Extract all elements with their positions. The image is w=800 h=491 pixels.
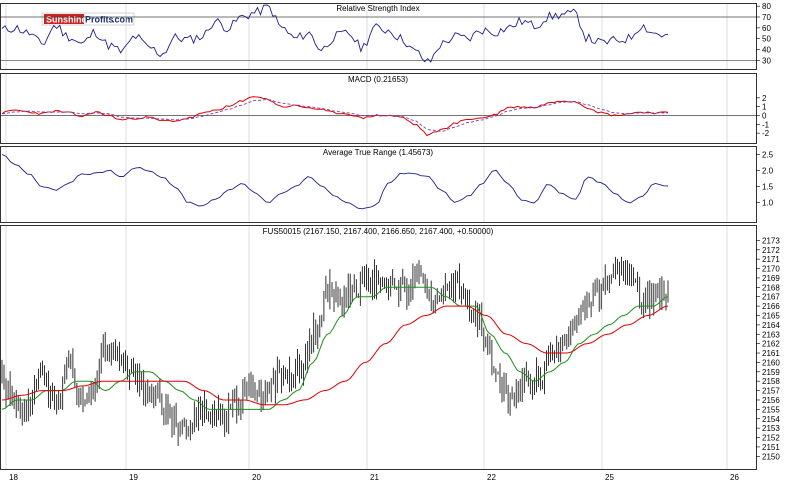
- y-axis-tick-label: 2163: [762, 330, 780, 339]
- y-axis-tick-label: 80: [762, 2, 771, 11]
- x-axis-day-label: 26: [730, 473, 739, 482]
- y-axis-tick-label: 2: [762, 94, 767, 103]
- y-axis-tick-label: 2171: [762, 255, 780, 264]
- x-axis-day-label: 21: [370, 473, 379, 482]
- y-axis-tick-label: 2167: [762, 293, 780, 302]
- y-axis-tick-label: -1: [762, 120, 770, 129]
- y-axis-tick-label: 50: [762, 35, 771, 44]
- atr-panel-frame: [0, 146, 757, 223]
- y-axis-tick-label: 2164: [762, 321, 780, 330]
- y-axis-tick-label: 1.5: [762, 183, 774, 192]
- y-axis-tick-label: 2157: [762, 387, 780, 396]
- y-axis-tick-label: 2158: [762, 377, 780, 386]
- logo-word2: Profits: [85, 15, 114, 25]
- y-axis-tick-label: -2: [762, 129, 770, 138]
- y-axis-tick-label: 2153: [762, 424, 780, 433]
- x-axis-day-label: 19: [129, 473, 138, 482]
- y-axis-tick-label: 2166: [762, 302, 780, 311]
- plot-layer: [1, 4, 669, 446]
- x-axis-day-label: 18: [9, 473, 18, 482]
- y-axis-tick-label: 2160: [762, 358, 780, 367]
- y-axis-tick-label: 2156: [762, 396, 780, 405]
- logo-red-block: [44, 14, 84, 24]
- price-panel-frame: [0, 225, 757, 470]
- rsi-panel-frame: [0, 3, 757, 70]
- y-axis-tick-label: 2152: [762, 434, 780, 443]
- y-axis-tick-label: 1.0: [762, 199, 774, 208]
- macd-panel-frame: [0, 73, 757, 144]
- y-axis-tick-label: 2155: [762, 405, 780, 414]
- rsi-line: [1, 4, 669, 63]
- y-axis-tick-label: 2173: [762, 236, 780, 245]
- macd-signal-line: [1, 99, 668, 132]
- y-axis-tick-label: 1: [762, 103, 767, 112]
- price-title: FUS50015 (2167.150, 2167.400, 2166.650, …: [263, 227, 494, 236]
- logo-word1: Sunshine: [46, 15, 87, 25]
- y-axis-tick-label: 2168: [762, 283, 780, 292]
- x-axis-day-label: 20: [252, 473, 261, 482]
- y-axis-tick-label: 2.5: [762, 150, 774, 159]
- slow-moving-average: [1, 305, 669, 406]
- y-axis-tick-label: 2165: [762, 311, 780, 320]
- rsi-title: Relative Strength Index: [336, 4, 419, 13]
- fast-moving-average: [1, 286, 669, 410]
- y-axis-tick-label: 2159: [762, 368, 780, 377]
- y-axis-tick-label: 2170: [762, 265, 780, 274]
- y-axis-tick-label: 2151: [762, 443, 780, 452]
- x-axis-day-label: 25: [605, 473, 614, 482]
- sunshine-profits-logo: Sunshine Profits .com: [41, 12, 135, 26]
- y-axis-tick-label: 2.0: [762, 167, 774, 176]
- y-axis-tick-label: 2169: [762, 274, 780, 283]
- macd-line: [1, 96, 669, 137]
- y-axis-tick-label: 60: [762, 24, 771, 33]
- y-axis-tick-label: 2172: [762, 246, 780, 255]
- y-axis-tick-label: 2161: [762, 349, 780, 358]
- x-axis-day-label: 22: [487, 473, 496, 482]
- y-axis-tick-label: 40: [762, 46, 771, 55]
- macd-title: MACD (0.21653): [348, 75, 408, 84]
- logo-suffix: .com: [112, 15, 133, 25]
- y-axis-tick-label: 2154: [762, 415, 780, 424]
- y-axis-tick-label: 2150: [762, 452, 780, 461]
- y-axis-tick-label: 70: [762, 13, 771, 22]
- y-axis-tick-label: 2162: [762, 340, 780, 349]
- atr-line: [1, 154, 669, 210]
- atr-title: Average True Range (1.45673): [323, 148, 433, 157]
- y-axis-tick-label: 0: [762, 112, 767, 121]
- y-axis-tick-label: 30: [762, 56, 771, 65]
